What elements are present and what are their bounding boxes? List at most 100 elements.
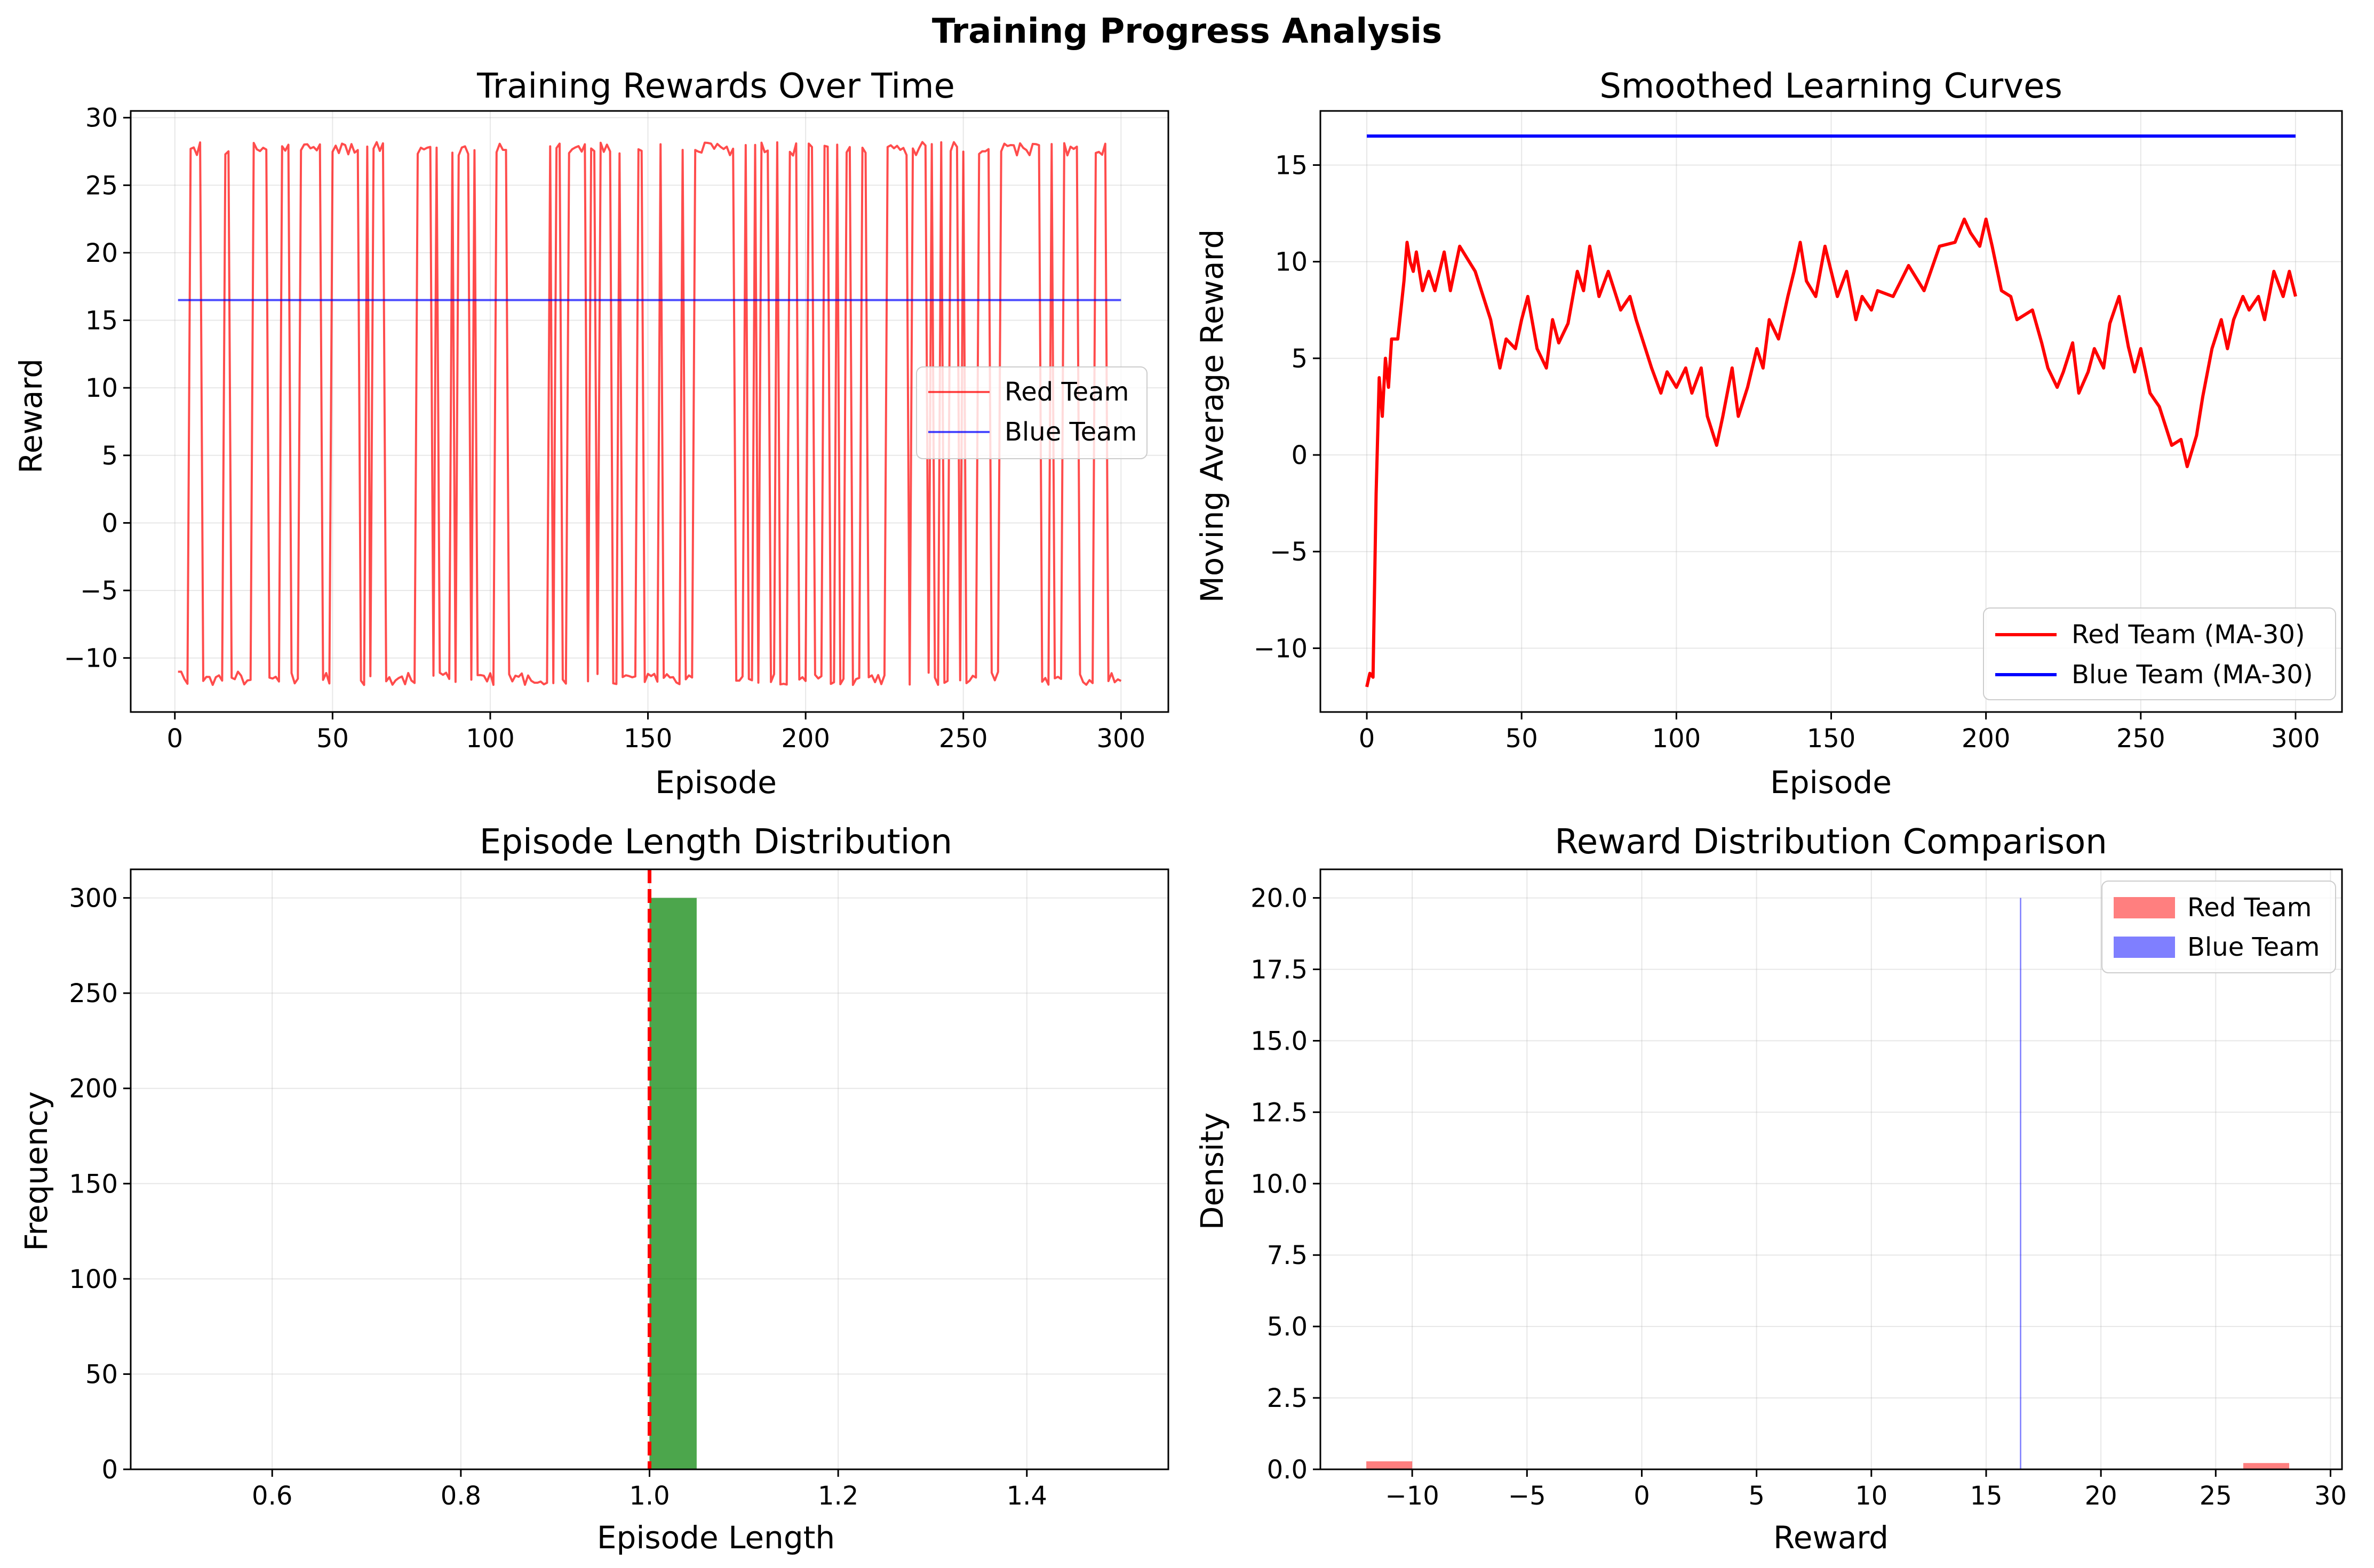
y-axis-label: Reward [13,358,49,474]
y-tick-label: 12.5 [1250,1098,1308,1127]
legend-label-red-team: Red Team [1005,377,1129,407]
histogram-bar-blue-team [2020,898,2021,1469]
legend-swatch-blue-team [2114,937,2175,958]
legend-label-blue-team: Blue Team [1005,417,1137,447]
data-marks [178,141,1122,686]
y-tick-label: 15.0 [1250,1026,1308,1056]
x-axis-label: Episode Length [597,1519,835,1556]
legend-label-blue-team: Blue Team [2187,932,2320,962]
y-tick-label: 10.0 [1250,1169,1308,1199]
data-marks [1365,134,2297,687]
y-tick-label: −5 [1270,537,1308,567]
y-tick-label: −10 [64,644,118,674]
y-tick-label: 7.5 [1267,1241,1308,1270]
x-tick-label: 15 [1970,1481,2002,1511]
y-tick-label: 20 [85,238,118,268]
y-tick-label: −5 [80,576,118,606]
panel-training-rewards: Training Rewards Over Time Episode Rewar… [13,67,1169,801]
legend-label-red-team: Red Team [2187,893,2312,923]
x-tick-label: 150 [624,724,673,754]
x-tick-label: 5 [1748,1481,1765,1511]
histogram-bar-red-team [2243,1463,2290,1469]
y-tick-label: 25 [85,171,118,201]
x-tick-label: 30 [2314,1481,2347,1511]
legend-swatch-red-team [2114,897,2175,918]
y-tick-label: 300 [69,884,118,914]
legend-box [1983,607,2336,700]
legend-box [916,366,1148,459]
x-tick-label: 0.6 [252,1481,292,1511]
x-tick-label: −10 [1385,1481,1439,1511]
x-tick-label: 20 [2085,1481,2117,1511]
panel-title: Smoothed Learning Curves [1599,67,2062,106]
x-tick-label: 50 [316,724,349,754]
y-tick-label: 250 [69,979,118,1009]
panel-title: Episode Length Distribution [480,822,952,862]
x-tick-label: 0.8 [441,1481,481,1511]
y-axis-label: Density [1194,1113,1230,1230]
y-tick-label: 100 [69,1265,118,1294]
x-tick-label: 1.2 [818,1481,858,1511]
panel-title: Reward Distribution Comparison [1555,822,2107,862]
y-tick-label: 5.0 [1267,1312,1308,1342]
x-tick-label: 300 [1097,724,1146,754]
x-tick-label: 0 [1634,1481,1650,1511]
x-tick-label: 150 [1807,724,1856,754]
figure-title: Training Progress Analysis [932,12,1442,51]
x-tick-label: 50 [1505,724,1538,754]
axes-frame [1319,868,2343,1470]
plot-area: −10 −5 0 5 10 15 20 25 30 0.0 2.5 5.0 7.5 10.0 12.5 15.… [1250,868,2347,1511]
legend: Red Team Blue Team [916,366,1148,459]
y-tick-label: 200 [69,1074,118,1104]
y-tick-label: 0 [101,508,118,538]
y-tick-label: 30 [85,103,118,133]
x-tick-label: 0 [166,724,183,754]
y-tick-label: 15 [85,306,118,336]
y-axis-label: Moving Average Reward [1194,229,1230,603]
x-axis-label: Reward [1773,1519,1889,1556]
x-axis-label: Episode [1770,764,1892,801]
legend: Red Team Blue Team [2101,881,2336,973]
plot-area: 0.6 0.8 1.0 1.2 1.4 0 50 100 150 200 250 300 [69,868,1169,1511]
x-tick-label: 1.4 [1007,1481,1047,1511]
data-marks [1366,898,2290,1469]
x-tick-label: 100 [466,724,515,754]
legend-label-red-team-ma: Red Team (MA-30) [2072,620,2305,650]
x-tick-label: 10 [1855,1481,1887,1511]
legend-label-blue-team-ma: Blue Team (MA-30) [2072,660,2313,690]
y-tick-label: 50 [85,1359,118,1389]
y-tick-label: 0 [1291,441,1308,470]
legend: Red Team (MA-30) Blue Team (MA-30) [1983,607,2336,700]
y-tick-label: 5 [101,441,118,471]
y-tick-label: 10 [1275,247,1308,277]
x-tick-label: 0 [1359,724,1375,754]
y-tick-label: 20.0 [1250,884,1308,914]
x-tick-label: 250 [2116,724,2165,754]
panel-title: Training Rewards Over Time [476,67,955,106]
histogram-bar-red-team [1366,1461,1413,1469]
x-tick-label: 1.0 [629,1481,670,1511]
panel-episode-length: Episode Length Distribution Episode Leng… [18,822,1169,1556]
y-tick-label: −10 [1254,634,1308,663]
data-marks [648,869,697,1469]
x-tick-label: 100 [1652,724,1701,754]
y-tick-label: 15 [1275,150,1308,180]
y-tick-label: 150 [69,1169,118,1199]
x-axis-label: Episode [655,764,777,801]
series-line-red-team [178,141,1122,686]
y-tick-label: 0 [101,1455,118,1485]
plot-area: 0 50 100 150 200 250 300 −10 −5 0 5 10 15 20 25 30 [64,103,1169,754]
axes-frame [130,110,1169,713]
x-tick-label: 200 [781,724,830,754]
panel-smoothed-curves: Smoothed Learning Curves Episode Moving … [1194,67,2343,801]
x-tick-label: −5 [1508,1481,1546,1511]
histogram-bar [649,898,697,1469]
y-tick-label: 0.0 [1267,1455,1308,1485]
x-tick-label: 250 [939,724,988,754]
panel-reward-distribution: Reward Distribution Comparison Reward De… [1194,822,2347,1556]
y-tick-label: 5 [1291,344,1308,374]
x-tick-label: 200 [1962,724,2011,754]
x-tick-label: 300 [2271,724,2320,754]
